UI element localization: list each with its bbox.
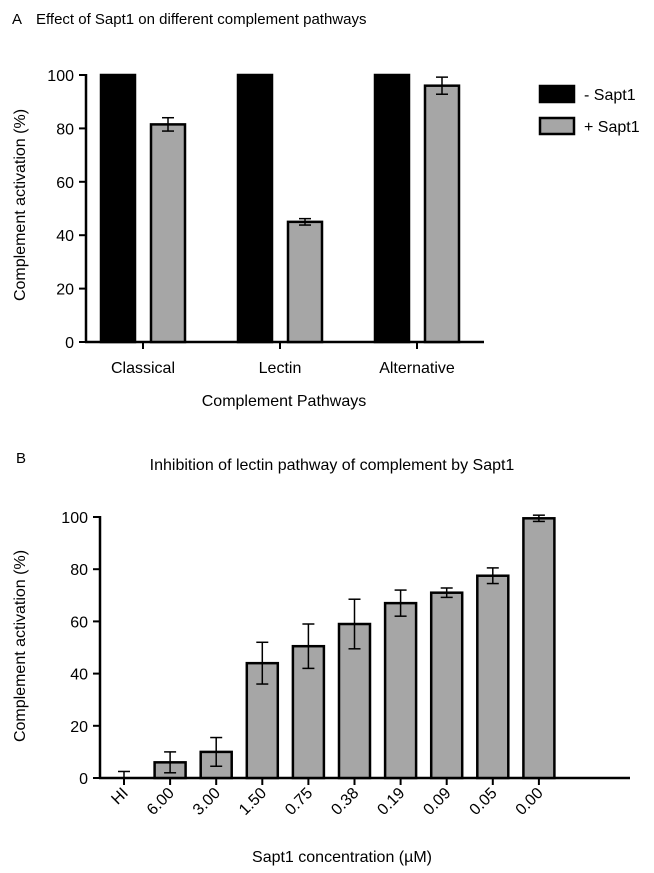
y-tick-label-40: 40 — [56, 228, 74, 245]
bar-0-05-8 — [476, 574, 510, 780]
y-tick-label-0: 0 — [65, 335, 74, 352]
x-tick-label-8: 0.05 — [467, 785, 501, 819]
y-tick-label-20: 20 — [56, 282, 74, 299]
legend-label-minus-sapt1: - Sapt1 — [584, 87, 636, 104]
y-tick-label-0: 0 — [79, 771, 88, 788]
panel-a-ylabel: Complement activation (%) — [12, 109, 29, 301]
panel-b-title: Inhibition of lectin pathway of compleme… — [150, 457, 515, 474]
y-tick-label-80: 80 — [56, 121, 74, 138]
classical-minus-sapt1-bar — [99, 73, 137, 344]
x-tick-label-0: HI — [108, 785, 131, 808]
panel-b-letter: B — [16, 450, 26, 467]
x-tick-label-7: 0.09 — [420, 785, 454, 819]
classical-plus-sapt1-bar — [149, 123, 187, 344]
x-tick-label-alternative: Alternative — [379, 360, 455, 377]
x-tick-label-9: 0.00 — [513, 785, 547, 819]
x-tick-label-3: 1.50 — [236, 785, 270, 819]
x-tick-label-classical: Classical — [111, 360, 175, 377]
y-tick-label-80: 80 — [70, 562, 88, 579]
x-tick-label-lectin: Lectin — [259, 360, 302, 377]
panel-a-letter: A — [12, 11, 22, 28]
y-tick-label-60: 60 — [56, 175, 74, 192]
x-tick-label-5: 0.38 — [328, 785, 362, 819]
panel-a-title: Effect of Sapt1 on different complement … — [36, 11, 366, 28]
x-tick-label-2: 3.00 — [190, 785, 224, 819]
y-tick-label-20: 20 — [70, 719, 88, 736]
panel-a-plot: 0 20 40 60 80 100 Classical Lectin Alternative — [47, 68, 484, 377]
bar-0-19-6 — [383, 601, 418, 780]
alternative-plus-sapt1-bar — [423, 84, 461, 344]
lectin-minus-sapt1-bar — [236, 73, 274, 344]
y-tick-label-60: 60 — [70, 614, 88, 631]
y-tick-label-100: 100 — [61, 510, 88, 527]
bar-0-00-9 — [522, 517, 556, 780]
y-tick-label-100: 100 — [47, 68, 74, 85]
legend-swatch-plus-sapt1 — [538, 116, 576, 136]
panel-b: B Inhibition of lectin pathway of comple… — [12, 450, 630, 866]
panel-b-xlabel: Sapt1 concentration (µM) — [252, 849, 432, 866]
panel-b-ylabel: Complement activation (%) — [12, 550, 29, 742]
legend-label-plus-sapt1: + Sapt1 — [584, 119, 640, 136]
x-tick-label-4: 0.75 — [282, 785, 316, 819]
x-tick-label-1: 6.00 — [144, 785, 178, 819]
y-tick-label-40: 40 — [70, 667, 88, 684]
x-tick-label-6: 0.19 — [374, 785, 408, 819]
panel-a-legend: - Sapt1 + Sapt1 — [538, 84, 640, 136]
lectin-plus-sapt1-bar — [286, 220, 324, 344]
panel-b-plot: 0 20 40 60 80 100 HI 6.00 3.00 1.50 0.75 0.38 0.19 0.… — [61, 510, 630, 819]
alternative-minus-sapt1-bar — [373, 73, 411, 344]
panel-a: A Effect of Sapt1 on different complemen… — [12, 11, 640, 410]
panel-a-xlabel: Complement Pathways — [202, 393, 367, 410]
bar-0-09-7 — [429, 591, 464, 780]
legend-swatch-minus-sapt1 — [538, 84, 576, 104]
